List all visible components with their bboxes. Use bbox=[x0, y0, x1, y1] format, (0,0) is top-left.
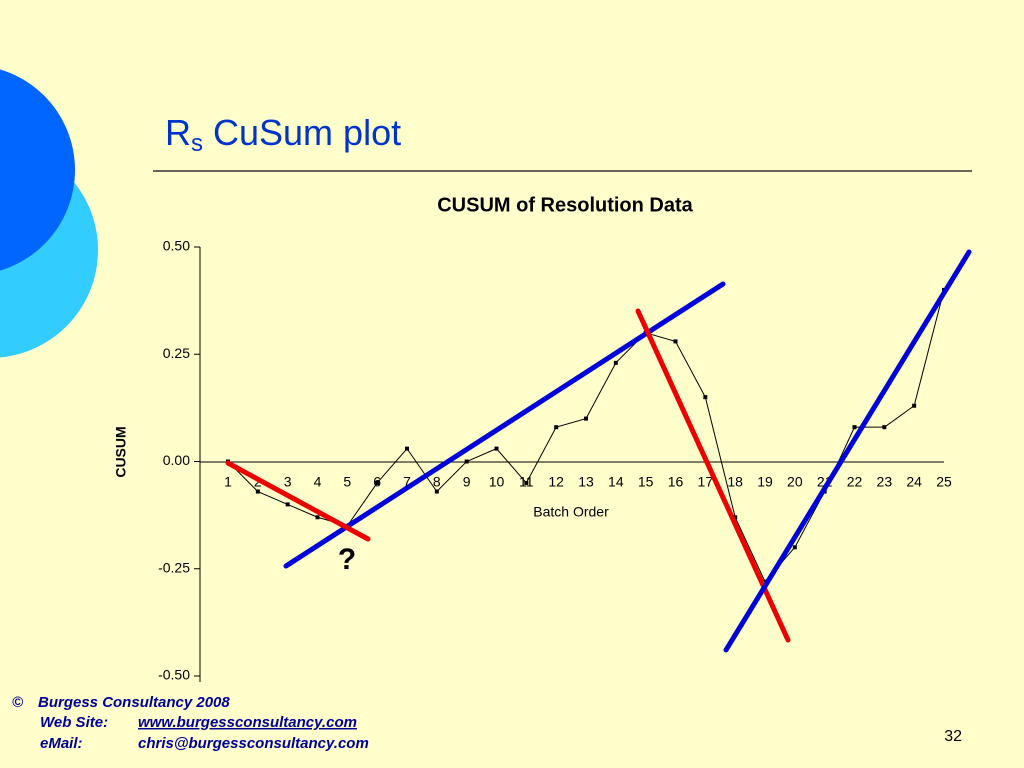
data-point bbox=[315, 515, 320, 520]
data-point bbox=[554, 425, 559, 430]
x-tick-label: 13 bbox=[578, 474, 594, 490]
data-point bbox=[673, 339, 678, 344]
data-point bbox=[703, 395, 708, 400]
trend-line bbox=[225, 460, 371, 542]
data-point bbox=[464, 459, 469, 464]
x-tick-label: 8 bbox=[433, 474, 441, 490]
x-tick-label: 16 bbox=[668, 474, 684, 490]
data-point bbox=[882, 425, 887, 430]
email-label: eMail: bbox=[40, 735, 83, 752]
web-link[interactable]: www.burgessconsultancy.com bbox=[138, 714, 357, 731]
x-tick-label: 3 bbox=[284, 474, 292, 490]
data-point bbox=[912, 403, 917, 408]
data-point bbox=[852, 425, 857, 430]
x-tick-label: 24 bbox=[906, 474, 922, 490]
data-point bbox=[584, 416, 588, 421]
x-tick-label: 14 bbox=[608, 474, 624, 490]
data-point bbox=[733, 515, 738, 520]
data-point bbox=[613, 360, 618, 365]
chart-title: CUSUM of Resolution Data bbox=[437, 194, 693, 216]
data-point bbox=[375, 480, 380, 485]
x-axis-label: Batch Order bbox=[533, 504, 609, 520]
y-tick-label: 0.25 bbox=[163, 345, 190, 361]
copyright: © bbox=[12, 694, 24, 711]
x-tick-label: 19 bbox=[757, 474, 773, 490]
data-line bbox=[227, 289, 945, 583]
y-tick-label: 0.50 bbox=[163, 238, 190, 254]
x-tick-label: 1 bbox=[224, 474, 232, 490]
company: Burgess Consultancy 2008 bbox=[38, 694, 230, 711]
data-point bbox=[255, 489, 260, 494]
x-tick-label: 9 bbox=[463, 474, 471, 490]
x-tick-label: 22 bbox=[847, 474, 863, 490]
web-label: Web Site: bbox=[40, 714, 108, 731]
slide-title: Rs CuSum plot bbox=[165, 112, 401, 158]
data-point bbox=[434, 489, 439, 494]
data-point bbox=[285, 502, 290, 507]
x-tick-label: 20 bbox=[787, 474, 803, 490]
annotation: ? bbox=[338, 543, 356, 576]
deco-circle bbox=[0, 69, 75, 271]
x-tick-label: 12 bbox=[548, 474, 564, 490]
x-tick-label: 23 bbox=[877, 474, 893, 490]
trend-line bbox=[283, 281, 726, 569]
chart: CUSUM of Resolution Data Batch Order CUS… bbox=[113, 194, 952, 683]
y-axis-label: CUSUM bbox=[113, 426, 129, 477]
x-tick-label: 17 bbox=[698, 474, 714, 490]
trend-line bbox=[723, 249, 972, 653]
email: chris@burgessconsultancy.com bbox=[138, 735, 369, 752]
x-tick-label: 4 bbox=[314, 474, 322, 490]
data-point bbox=[792, 545, 797, 550]
y-tick-label: -0.25 bbox=[158, 559, 190, 575]
x-tick-label: 18 bbox=[727, 474, 743, 490]
x-tick-label: 5 bbox=[343, 474, 351, 490]
x-tick-label: 10 bbox=[489, 474, 505, 490]
page-number: 32 bbox=[944, 728, 962, 745]
x-tick-label: 7 bbox=[403, 474, 411, 490]
annotations bbox=[225, 249, 972, 653]
data-point bbox=[405, 446, 409, 451]
data-point bbox=[524, 480, 529, 485]
y-tick-label: 0.00 bbox=[163, 452, 190, 468]
y-tick-label: -0.50 bbox=[158, 667, 190, 683]
data-point bbox=[494, 446, 499, 451]
x-tick-label: 25 bbox=[936, 474, 952, 490]
x-tick-label: 15 bbox=[638, 474, 654, 490]
